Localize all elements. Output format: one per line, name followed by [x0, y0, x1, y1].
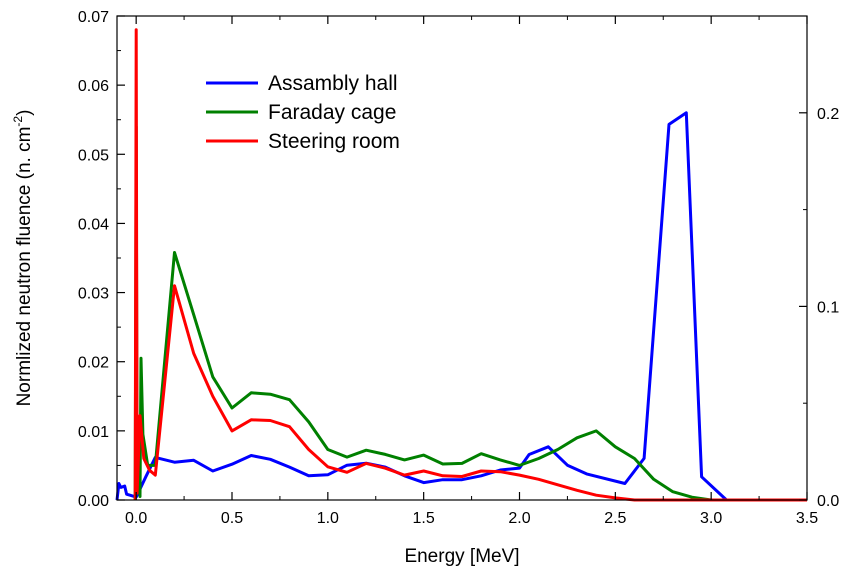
x-tick-label: 1.0	[317, 510, 339, 527]
y-tick-label: 0.02	[78, 355, 109, 372]
y-tick-label: 0.04	[78, 216, 109, 233]
x-tick-label: 0.5	[221, 510, 243, 527]
x-tick-label: 0.0	[125, 510, 147, 527]
y2-tick-label: 0.1	[817, 299, 839, 316]
series-layer	[115, 28, 807, 502]
plot-frame	[116, 15, 808, 501]
y-tick-label: 0.03	[78, 286, 109, 303]
x-tick-label: 3.5	[796, 510, 818, 527]
y-tick-label: 0.00	[78, 493, 109, 510]
y-axis-label-close: )	[14, 110, 35, 116]
x-tick-label: 2.0	[508, 510, 530, 527]
x-tick-label: 3.0	[700, 510, 722, 527]
legend-label: Assambly hall	[268, 72, 398, 95]
y2-tick-label: 0.0	[817, 493, 839, 510]
y-tick-label: 0.06	[78, 78, 109, 95]
x-axis-label: Energy [MeV]	[404, 546, 519, 567]
legend-label: Faraday cage	[268, 101, 396, 124]
legend: Assambly hall Faraday cage Steering room	[206, 72, 400, 153]
series-line-assambly-hall	[115, 111, 807, 502]
y-axis-label-main: Normlized neutron fluence (n. cm	[14, 127, 35, 407]
x-tick-label: 1.5	[413, 510, 435, 527]
y-axis-label-superscript: -2	[11, 116, 25, 127]
ticks-layer: 0.0 0.5 1.0 1.5 2.0 2.5 3.0 3.5 0.00 0.01 0.02 0.03…	[78, 9, 839, 527]
series-line-faraday-cage	[133, 125, 807, 502]
legend-label: Steering room	[268, 130, 400, 153]
series-line-steering-room	[133, 28, 807, 502]
y-tick-label: 0.01	[78, 424, 109, 441]
y-tick-label: 0.07	[78, 9, 109, 26]
y2-tick-label: 0.2	[817, 106, 839, 123]
y-tick-label: 0.05	[78, 147, 109, 164]
y-axis-label: Normlized neutron fluence (n. cm-2)	[11, 110, 35, 407]
x-tick-label: 2.5	[604, 510, 626, 527]
